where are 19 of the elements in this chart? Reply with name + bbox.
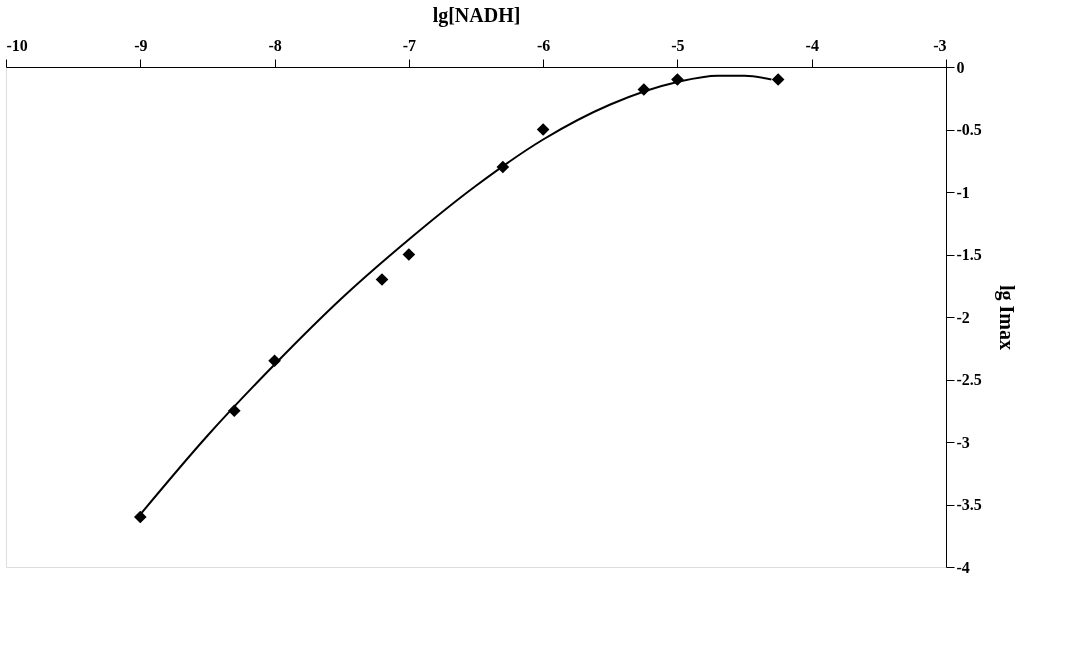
y-tick-label: -3 (956, 433, 970, 451)
x-tick-label: -8 (268, 36, 282, 54)
x-tick-label: -4 (805, 36, 819, 54)
y-tick-label: -4 (956, 558, 970, 576)
x-tick-label: -9 (134, 36, 148, 54)
y-axis-title: lg Imax (994, 285, 1018, 350)
x-tick-label: -6 (536, 36, 551, 54)
x-tick-label: -10 (6, 36, 28, 54)
y-tick-label: -0.5 (956, 121, 982, 138)
y-tick-label: 0 (956, 58, 965, 76)
y-tick-label: -3.5 (956, 496, 982, 513)
x-tick-label: -5 (671, 36, 685, 54)
x-tick-label: -3 (933, 36, 947, 54)
y-tick-label: -1 (956, 183, 970, 201)
x-tick-label: -7 (402, 36, 417, 54)
y-tick-label: -2.5 (956, 371, 982, 388)
y-tick-label: -2 (956, 308, 970, 326)
y-tick-label: -1.5 (956, 246, 982, 263)
x-axis-title: lg[NADH] (432, 3, 521, 27)
